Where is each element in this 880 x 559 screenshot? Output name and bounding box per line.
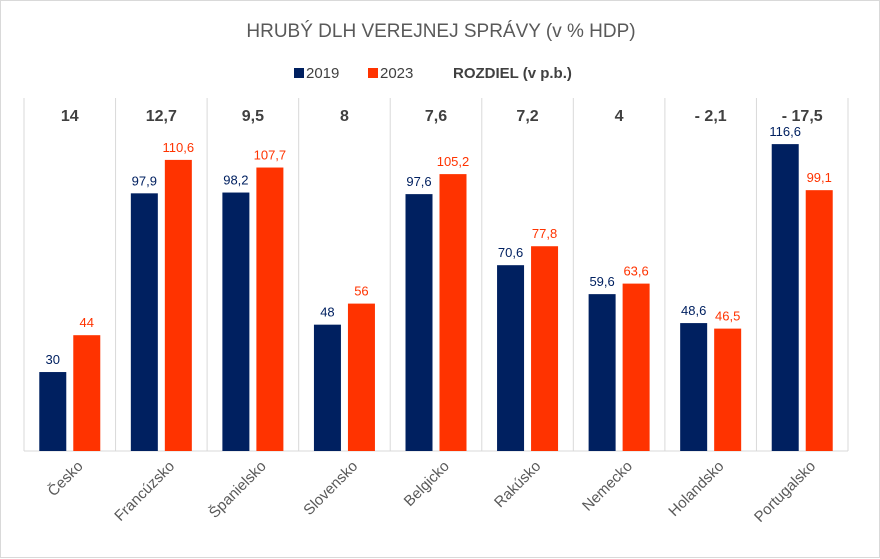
value-label-2023: 56 (354, 284, 368, 299)
value-label-2019: 30 (46, 352, 60, 367)
bar-2023 (256, 167, 284, 451)
value-label-2023: 110,6 (163, 140, 195, 155)
legend-swatch-2019 (294, 68, 304, 78)
legend-label-2019: 2019 (306, 65, 339, 82)
bar-2023 (164, 159, 192, 451)
difference-label: 8 (340, 108, 349, 125)
difference-label: 14 (61, 108, 79, 125)
legend-swatch-2023 (368, 68, 378, 78)
bar-2023 (439, 174, 467, 452)
chart-title: HRUBÝ DLH VEREJNEJ SPRÁVY (v % HDP) (246, 21, 635, 42)
value-label-2023: 63,6 (623, 264, 648, 279)
difference-label: 12,7 (146, 108, 177, 125)
bar-2023 (531, 246, 559, 451)
bar-2019 (313, 324, 341, 451)
bar-2019 (771, 144, 799, 451)
value-label-2019: 70,6 (498, 245, 523, 260)
difference-label: 7,6 (425, 108, 447, 125)
value-label-2019: 116,6 (769, 124, 801, 139)
category-label: Španielsko (206, 458, 270, 522)
category-label: Francúzsko (111, 458, 178, 525)
difference-label: 4 (615, 108, 624, 125)
value-label-2019: 48,6 (681, 303, 706, 318)
bar-2019 (39, 372, 67, 451)
difference-label: 7,2 (516, 108, 538, 125)
bar-2023 (805, 190, 833, 451)
category-label: Belgicko (401, 458, 453, 510)
difference-label: 9,5 (242, 108, 264, 125)
category-label: Portugalsko (751, 458, 819, 526)
value-label-2023: 44 (80, 315, 94, 330)
value-label-2019: 97,6 (406, 174, 431, 189)
bar-2019 (405, 194, 433, 451)
value-label-2023: 99,1 (807, 170, 832, 185)
bar-2023 (347, 303, 375, 451)
value-label-2023: 46,5 (715, 309, 740, 324)
legend-label-2023: 2023 (380, 65, 413, 82)
value-label-2023: 107,7 (254, 148, 287, 163)
difference-label: - 2,1 (695, 108, 727, 125)
bar-2023 (714, 328, 742, 451)
value-label-2023: 105,2 (437, 154, 470, 169)
value-label-2019: 59,6 (589, 274, 614, 289)
bar-2019 (588, 294, 616, 451)
legend-label-difference: ROZDIEL (v p.b.) (453, 65, 572, 82)
category-label: Česko (45, 458, 87, 500)
category-label: Nemecko (579, 458, 636, 515)
bar-2019 (222, 192, 250, 451)
bar-2019 (497, 265, 525, 451)
bar-2023 (622, 283, 650, 451)
category-label: Slovensko (300, 458, 361, 519)
value-label-2019: 98,2 (223, 173, 248, 188)
category-label: Holandsko (665, 458, 727, 520)
difference-label: - 17,5 (782, 108, 823, 125)
bar-2023 (73, 335, 101, 451)
bar-2019 (680, 323, 708, 451)
bar-2019 (130, 193, 158, 451)
value-label-2023: 77,8 (532, 226, 557, 241)
value-label-2019: 48 (320, 305, 334, 320)
value-label-2019: 97,9 (132, 173, 157, 188)
category-label: Rakúsko (491, 458, 544, 511)
